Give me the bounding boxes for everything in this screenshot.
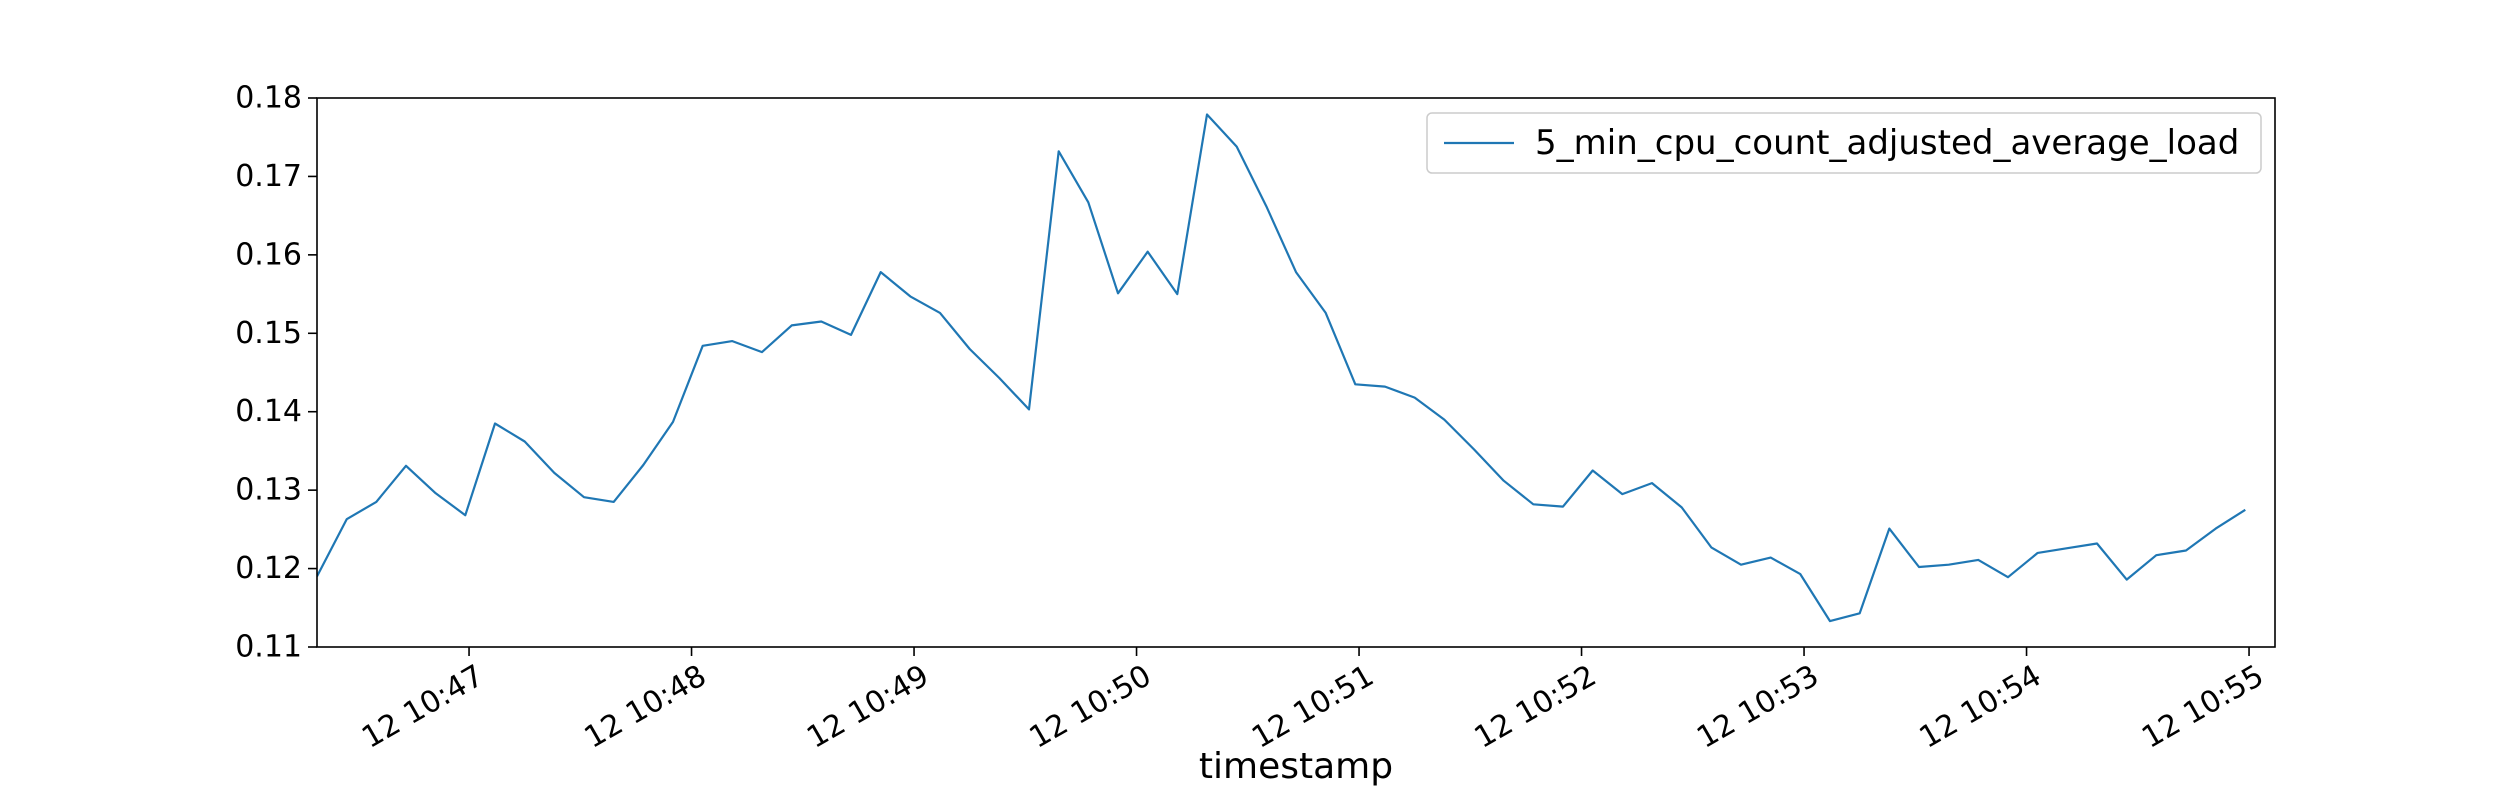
y-tick-label: 0.15 — [235, 316, 302, 351]
series-line-0 — [317, 113, 2246, 623]
y-tick-label: 0.12 — [235, 551, 302, 586]
y-tick-label: 0.13 — [235, 473, 302, 508]
y-tick-label: 0.16 — [235, 237, 302, 272]
y-axis: 0.11 0.12 0.13 0.14 0.15 0.16 0.17 0.18 — [235, 81, 317, 665]
legend-label: 5_min_cpu_count_adjusted_average_load — [1535, 123, 2239, 163]
y-tick-label: 0.14 — [235, 394, 302, 429]
y-tick-label: 0.18 — [235, 81, 302, 116]
x-axis-title: timestamp — [1199, 746, 1393, 787]
legend-box — [1426, 112, 2262, 174]
plot-frame — [316, 97, 2276, 648]
legend: 5_min_cpu_count_adjusted_average_load — [1426, 112, 2262, 174]
plot-area — [316, 97, 2276, 648]
y-tick-label: 0.11 — [235, 630, 302, 665]
y-tick-label: 0.17 — [235, 159, 302, 194]
